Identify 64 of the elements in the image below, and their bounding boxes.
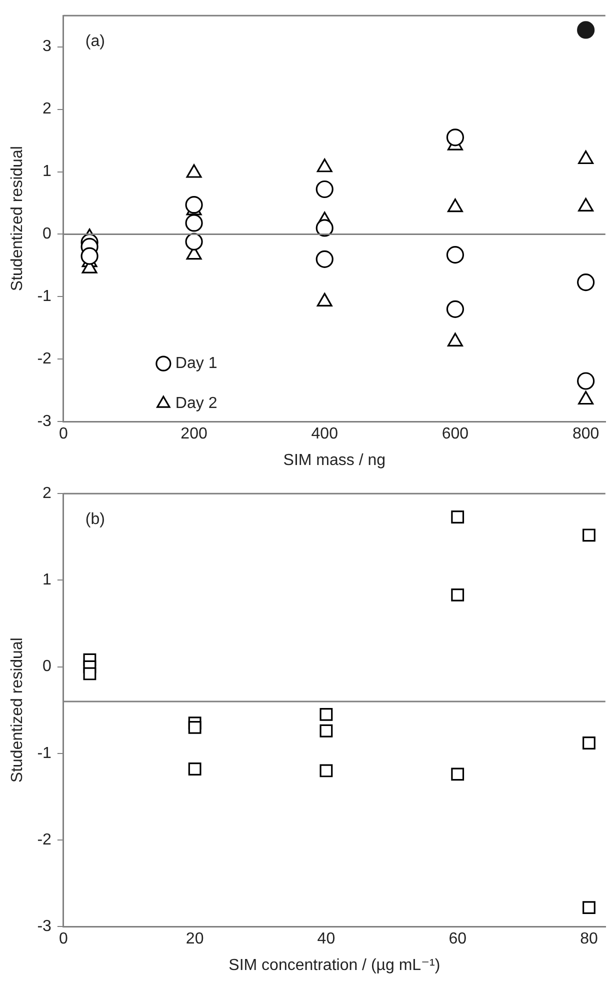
point xyxy=(578,390,594,405)
x-tick-label: 200 xyxy=(180,426,208,443)
y-tick-label: 2 xyxy=(42,100,52,118)
point xyxy=(582,736,596,750)
point xyxy=(451,510,464,524)
point xyxy=(83,667,96,680)
point xyxy=(316,292,332,306)
y-tick-label: -3 xyxy=(37,918,52,936)
point xyxy=(320,724,333,738)
point xyxy=(316,219,334,237)
point xyxy=(578,198,594,212)
point xyxy=(320,764,333,778)
y-tick-label: -1 xyxy=(37,288,52,306)
point xyxy=(577,21,595,39)
x-tick-label: 40 xyxy=(317,930,336,948)
x-tick-label: 20 xyxy=(186,930,204,948)
y-tick-label: 0 xyxy=(42,658,52,676)
x-tick-label: 60 xyxy=(448,930,467,948)
y-tick-label: 0 xyxy=(42,226,52,243)
point xyxy=(447,332,463,346)
point xyxy=(80,247,98,265)
point xyxy=(577,274,595,292)
y-tick-label: -2 xyxy=(37,831,52,848)
y-tick-label: 1 xyxy=(42,163,52,180)
x-tick-label: 80 xyxy=(580,930,598,948)
point xyxy=(446,246,464,264)
point xyxy=(446,128,464,146)
x-tick-label: 800 xyxy=(572,426,600,443)
y-tick-label: 1 xyxy=(42,572,52,589)
point xyxy=(185,232,203,251)
x-axis-title: SIM concentration / (µg mL⁻¹) xyxy=(228,956,440,974)
point xyxy=(582,528,596,542)
x-axis-title: SIM mass / ng xyxy=(283,452,386,469)
y-tick-label: -3 xyxy=(37,413,52,430)
y-tick-label: 2 xyxy=(42,485,52,502)
point xyxy=(582,901,596,914)
point xyxy=(316,180,334,198)
x-tick-label: 600 xyxy=(442,426,469,443)
annotation: (a) xyxy=(85,33,105,50)
y-tick-label: -1 xyxy=(37,744,52,762)
point xyxy=(577,372,595,390)
point xyxy=(320,708,333,721)
annotation: (b) xyxy=(85,511,105,528)
point xyxy=(186,164,202,178)
legend-label: Day 2 xyxy=(175,395,218,412)
point xyxy=(316,158,332,172)
point xyxy=(185,196,203,214)
x-tick-label: 0 xyxy=(58,426,68,443)
point xyxy=(316,250,334,268)
point xyxy=(451,768,464,781)
y-axis-title: Studentized residual xyxy=(9,146,26,292)
x-tick-label: 0 xyxy=(58,930,68,948)
point xyxy=(446,300,464,318)
point xyxy=(451,588,464,602)
point xyxy=(188,762,202,776)
point xyxy=(578,150,594,164)
y-tick-label: -2 xyxy=(37,350,52,368)
y-axis-title: Studentized residual xyxy=(9,638,26,783)
point xyxy=(188,720,202,734)
x-tick-label: 400 xyxy=(311,426,338,443)
legend-label: Day 1 xyxy=(175,355,218,372)
y-tick-label: 3 xyxy=(42,38,52,56)
point xyxy=(447,198,463,212)
point xyxy=(185,214,203,232)
